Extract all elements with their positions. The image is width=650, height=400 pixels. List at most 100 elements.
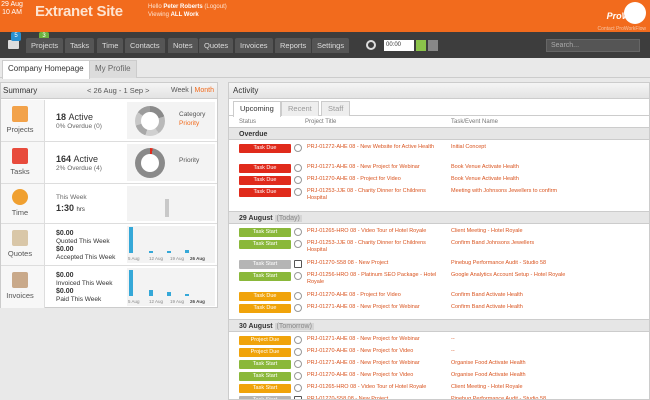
complete-checkbox[interactable] [294,188,302,196]
project-link[interactable]: PRJ-01271-AHE 08 - New Project for Webin… [307,164,420,170]
complete-checkbox[interactable] [294,336,302,344]
logout-link[interactable]: (Logout) [204,4,227,10]
nav-notes[interactable]: Notes [168,38,198,53]
project-link[interactable]: PRJ-01270-S58 08 - New Project [307,396,389,400]
tasks-tile[interactable]: Tasks [1,142,45,183]
project-link[interactable]: PRJ-01253-JJE 08 - Charity Dinner for Ch… [307,240,426,253]
task-link[interactable]: Organise Food Activate Health [451,360,526,366]
nav-invoices[interactable]: Invoices [235,38,273,53]
complete-checkbox[interactable] [294,292,302,300]
checked-checkbox-icon[interactable] [294,396,302,399]
complete-checkbox[interactable] [294,348,302,356]
nav-projects[interactable]: Projects [26,38,64,53]
checked-checkbox-icon[interactable] [294,260,302,268]
project-link[interactable]: PRJ-01256-HRO 08 - Platinum SEO Package … [307,272,437,285]
chart-label-priority[interactable]: Priority [179,120,200,127]
viewing-filter[interactable]: ALL Work [170,12,199,18]
task-link[interactable]: Client Meeting - Hotel Royale [451,384,523,390]
time-bar [165,199,169,217]
complete-checkbox[interactable] [294,384,302,392]
nav-quotes[interactable]: Quotes [199,38,234,53]
projects-tile[interactable]: Projects [1,100,45,141]
chart-label-priority-tasks[interactable]: Priority [179,157,200,164]
complete-checkbox[interactable] [294,272,302,280]
activity-row: Task Due PRJ-01272-AHE 08 - New Website f… [229,143,649,163]
task-link[interactable]: Initial Concept [451,144,486,150]
time-chart [127,186,215,221]
project-link[interactable]: PRJ-01271-AHE 08 - New Project for Webin… [307,336,420,342]
project-link[interactable]: PRJ-01271-AHE 08 - New Project for Webin… [307,360,420,366]
complete-checkbox[interactable] [294,372,302,380]
task-link[interactable]: Pinebug Performance Audit - Studio 58 [451,260,547,266]
invoices-bar [167,292,171,296]
tab-recent[interactable]: Recent [281,101,319,116]
activity-row: Project Due PRJ-01270-AHE 08 - New Projec… [229,347,649,359]
task-link[interactable]: Pinebug Performance Audit - Studio 58 [451,396,547,400]
timer-play-button[interactable] [416,40,426,51]
project-link[interactable]: PRJ-01270-AHE 08 - Project for Video [307,292,401,298]
complete-checkbox[interactable] [294,304,302,312]
contact-link[interactable]: Contact ProWorkFlow [597,26,646,32]
timer-display[interactable]: 00:00 [384,40,414,51]
quotes-label: Quotes [7,249,33,258]
timer-stop-button[interactable] [428,40,438,51]
date-range-nav[interactable]: < 26 Aug - 1 Sep > [87,86,150,95]
invoices-tile[interactable]: Invoices [1,266,45,308]
activity-row: Task Start PRJ-01265-HRO 08 - Video Tour … [229,227,649,239]
complete-checkbox[interactable] [294,360,302,368]
task-link[interactable]: Organise Food Activate Health [451,372,526,378]
task-link[interactable]: Confirm Band Activate Health [451,304,523,310]
project-link[interactable]: PRJ-01253-JJE 08 - Charity Dinner for Ch… [307,188,426,201]
task-link[interactable]: Confirm Band Johnsons Jewellers [451,240,535,246]
task-link[interactable]: -- [451,348,455,354]
main-nav: 5 3 Projects Tasks Time Contacts Notes Q… [0,32,650,58]
task-link[interactable]: Google Analytics Account Setup - Hotel R… [451,272,566,278]
task-link[interactable]: Meeting with Johnsons Jewellers to confi… [451,188,558,194]
complete-checkbox[interactable] [294,228,302,236]
complete-checkbox[interactable] [294,164,302,172]
section-header: 29 August (Today) [229,211,649,224]
status-badge: Task Start [239,228,291,237]
project-link[interactable]: PRJ-01265-HRO 08 - Video Tour of Hotel R… [307,384,427,390]
column-task-name[interactable]: Task/Event Name [451,119,499,125]
activity-row: Task Due PRJ-01270-AHE 08 - Project for V… [229,175,649,187]
period-toggle: Week | Month [171,87,214,94]
complete-checkbox[interactable] [294,240,302,248]
nav-tasks[interactable]: Tasks [65,38,95,53]
task-link[interactable]: Book Venue Activate Health [451,164,519,170]
period-week[interactable]: Week [171,87,189,94]
project-link[interactable]: PRJ-01270-AHE 08 - New Project for Video [307,348,414,354]
period-month[interactable]: Month [194,87,214,94]
project-link[interactable]: PRJ-01270-AHE 08 - Project for Video [307,176,401,182]
nav-contacts[interactable]: Contacts [125,38,165,53]
user-greeting: Hello Peter Roberts (Logout) Viewing ALL… [148,4,227,18]
task-link[interactable]: -- [451,336,455,342]
project-link[interactable]: PRJ-01270-AHE 08 - New Project for Video [307,372,414,378]
project-link[interactable]: PRJ-01272-AHE 08 - New Website for Activ… [307,144,435,150]
messages-icon[interactable] [8,40,19,49]
quotes-tile[interactable]: Quotes [1,224,45,265]
nav-reports[interactable]: Reports [275,38,312,53]
tab-staff[interactable]: Staff [321,101,351,116]
tab-my-profile[interactable]: My Profile [89,60,137,78]
time-tile[interactable]: Time [1,184,45,223]
tick-label: 19 Aug [170,299,185,304]
tab-company-homepage[interactable]: Company Homepage [2,60,90,79]
nav-settings[interactable]: Settings [312,38,350,53]
project-link[interactable]: PRJ-01270-S58 08 - New Project [307,260,389,266]
chart-label-category[interactable]: Category [179,111,206,118]
column-project-title[interactable]: Project Title [305,119,337,125]
project-link[interactable]: PRJ-01271-AHE 08 - New Project for Webin… [307,304,420,310]
search-input[interactable]: Search... [546,39,640,52]
nav-time[interactable]: Time [97,38,124,53]
complete-checkbox[interactable] [294,144,302,152]
activity-row: Task Due PRJ-01271-AHE 08 - New Project f… [229,163,649,175]
tab-upcoming[interactable]: Upcoming [233,101,281,117]
column-status[interactable]: Status [239,119,257,125]
complete-checkbox[interactable] [294,176,302,184]
task-link[interactable]: Book Venue Activate Health [451,176,519,182]
project-link[interactable]: PRJ-01265-HRO 08 - Video Tour of Hotel R… [307,228,427,234]
task-link[interactable]: Client Meeting - Hotel Royale [451,228,523,234]
task-link[interactable]: Confirm Band Activate Health [451,292,523,298]
status-badge: Task Due [239,144,291,153]
